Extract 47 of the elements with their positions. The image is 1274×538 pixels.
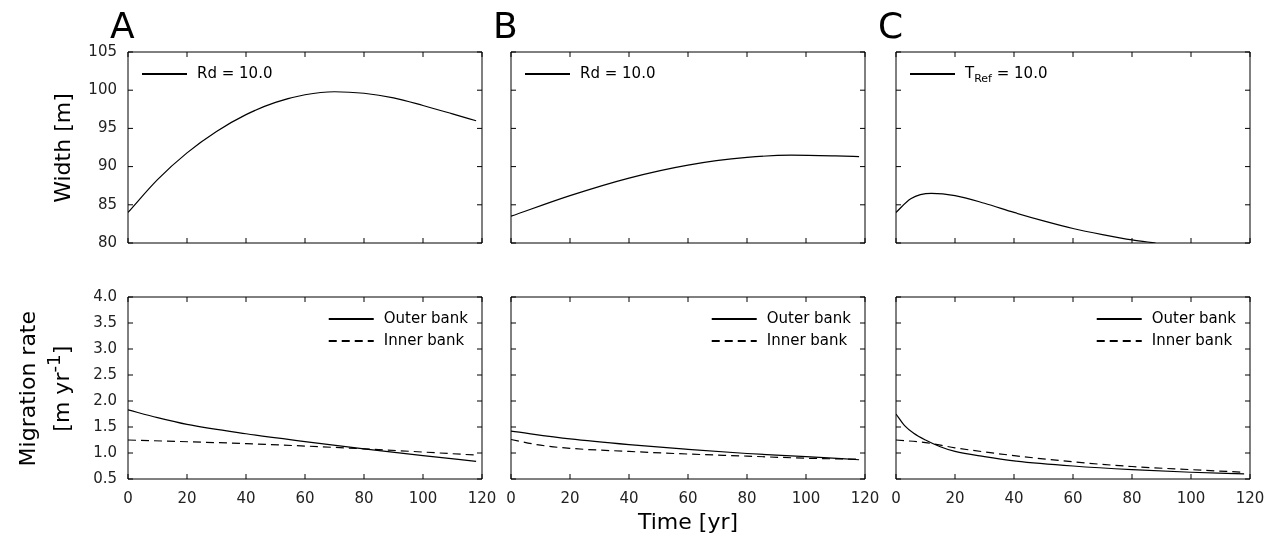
x-tick-label: 120 (1235, 488, 1265, 507)
y-tick-label: 95 (97, 118, 117, 137)
x-tick-label: 80 (737, 488, 757, 507)
x-tick-label: 40 (236, 488, 256, 507)
y-tick-label: 1.5 (93, 416, 117, 435)
x-tick-label: 0 (506, 488, 516, 507)
x-tick-label: 20 (177, 488, 197, 507)
y-tick-label: 3.0 (93, 338, 117, 357)
x-tick-label: 40 (1004, 488, 1024, 507)
chart-title: C (878, 5, 904, 46)
y-tick-label: 2.5 (93, 364, 117, 383)
y-tick-label: 4.0 (93, 286, 117, 305)
x-tick-label: 80 (1122, 488, 1142, 507)
legend-label: Rd = 10.0 (197, 63, 273, 82)
x-tick-label: 20 (560, 488, 580, 507)
x-tick-label: 80 (354, 488, 374, 507)
chart-title: B (493, 5, 518, 46)
y-axis-title: Width [m] (50, 91, 76, 205)
x-tick-label: 120 (850, 488, 880, 507)
x-tick-label: 0 (123, 488, 133, 507)
y-tick-label: 105 (88, 41, 117, 60)
x-tick-label: 0 (891, 488, 901, 507)
legend-label: Inner bank (1151, 330, 1233, 349)
y-tick-label: 2.0 (93, 390, 117, 409)
y-tick-label: 1.0 (93, 442, 117, 461)
y-tick-label: 90 (97, 156, 117, 175)
legend-label: Inner bank (766, 330, 848, 349)
y-tick-label: 100 (88, 80, 117, 99)
legend-label: Outer bank (766, 308, 852, 327)
x-tick-label: 120 (467, 488, 497, 507)
x-tick-label: 20 (945, 488, 965, 507)
x-tick-label: 100 (1176, 488, 1206, 507)
legend-label: Inner bank (383, 330, 465, 349)
x-tick-label: 100 (408, 488, 438, 507)
legend-label: Outer bank (383, 308, 469, 327)
legend-label: Rd = 10.0 (580, 63, 656, 82)
x-tick-label: 40 (619, 488, 639, 507)
y-tick-label: 85 (97, 194, 117, 213)
y-tick-label: 0.5 (93, 468, 117, 487)
x-axis-title: Time [yr] (638, 509, 739, 534)
x-tick-label: 60 (678, 488, 698, 507)
x-tick-label: 60 (295, 488, 315, 507)
x-tick-label: 100 (791, 488, 821, 507)
y-tick-label: 80 (97, 232, 117, 251)
x-tick-label: 60 (1063, 488, 1083, 507)
y-tick-label: 3.5 (93, 312, 117, 331)
legend-label: Outer bank (1151, 308, 1237, 327)
